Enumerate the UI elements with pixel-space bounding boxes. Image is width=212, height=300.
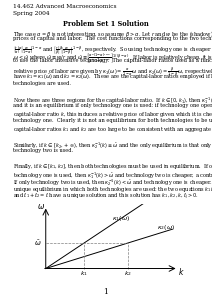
Text: Now there are three regions for the capital-labor ratio.  If $k \in [0,k_1)$, th: Now there are three regions for the capi… [13, 95, 212, 106]
Text: $k$: $k$ [178, 266, 184, 278]
Text: and $\ell_1 + \ell_2 = \ell$ have a unique solution and this solution has $k_1,k: and $\ell_1 + \ell_2 = \ell$ have a uniq… [13, 192, 198, 202]
Text: to use the labor intensive technology.  The capital-labor ratios used as a funct: to use the labor intensive technology. T… [13, 58, 212, 63]
Text: $k_2$: $k_2$ [124, 269, 132, 278]
Text: $k_1$: $k_1$ [80, 269, 88, 278]
Text: technology two is used.: technology two is used. [13, 148, 73, 152]
Text: prices of capital and labor.  The cost functions corresponding to the two techno: prices of capital and labor. The cost fu… [13, 36, 212, 41]
Text: If only technology two is used, then $\kappa_2^{-1}(k) < \bar{\omega}$ and techn: If only technology two is used, then $\k… [13, 177, 212, 188]
Text: and it is an equilibrium if only technology one is used: if technology one opera: and it is an equilibrium if only technol… [13, 103, 212, 108]
Text: 14.462 Advanced Macroeconomics: 14.462 Advanced Macroeconomics [13, 4, 116, 9]
Text: technology one.  Clearly it is not an equilibrium for both technologies to be us: technology one. Clearly it is not an equ… [13, 118, 212, 123]
Text: capital-labor ratios $k_1$ and $k_2$ are too large to be consistent with an aggr: capital-labor ratios $k_1$ and $k_2$ are… [13, 125, 212, 134]
Text: technology one is used, then $\kappa_1^{-1}(k) > \bar{\omega}$ and technology tw: technology one is used, then $\kappa_1^{… [13, 170, 212, 181]
Text: relative price of labor are given by $\kappa_1(\omega) = \frac{\alpha}{1-\alpha}: relative price of labor are given by $\k… [13, 66, 212, 80]
Text: $\omega < \bar{\omega}$ where $\bar{\omega} \equiv w/r$ and $\bar{\omega} \equiv: $\omega < \bar{\omega}$ where $\bar{\ome… [13, 51, 212, 66]
Text: have $k_1 = \kappa_1(\bar{\omega})$ and $k_2 = \kappa_2(\bar{\omega})$.  These a: have $k_1 = \kappa_1(\bar{\omega})$ and … [13, 73, 212, 82]
Text: $\kappa_1(\omega)$: $\kappa_1(\omega)$ [112, 214, 130, 223]
Text: Finally, if $k \in [k_1,k_2]$, then both technologies must be used in equilibriu: Finally, if $k \in [k_1,k_2]$, then both… [13, 162, 212, 171]
Text: Spring 2004: Spring 2004 [13, 11, 49, 16]
Text: Problem Set 1 Solution: Problem Set 1 Solution [63, 20, 149, 28]
Text: Similarly, if $k \in [k_2,+\infty)$, then $\kappa_2^{-1}(k) \geq \bar{\omega}$ a: Similarly, if $k \in [k_2,+\infty)$, the… [13, 140, 212, 151]
Text: $\omega$: $\omega$ [37, 202, 45, 211]
Text: $\bar{\omega}$: $\bar{\omega}$ [34, 238, 42, 248]
Text: The case $\alpha = \beta$ is not interesting, so assume $\beta > \alpha$. Let $r: The case $\alpha = \beta$ is not interes… [13, 29, 212, 39]
Text: $\kappa_2(\omega)$: $\kappa_2(\omega)$ [157, 223, 175, 232]
Text: $\left[\frac{r}{\alpha}\right]^{\!\alpha}\!\left[\frac{w}{1{-}\alpha}\right]^{\!: $\left[\frac{r}{\alpha}\right]^{\!\alpha… [13, 44, 212, 57]
Text: capital-labor ratio $k$, this induces a relative price of labor given which it i: capital-labor ratio $k$, this induces a … [13, 110, 212, 119]
Text: unique equilibrium in which both technologies are used: the two equations $k_1\e: unique equilibrium in which both technol… [13, 184, 212, 194]
Text: technologies are used.: technologies are used. [13, 81, 71, 86]
Text: 1: 1 [104, 288, 108, 296]
